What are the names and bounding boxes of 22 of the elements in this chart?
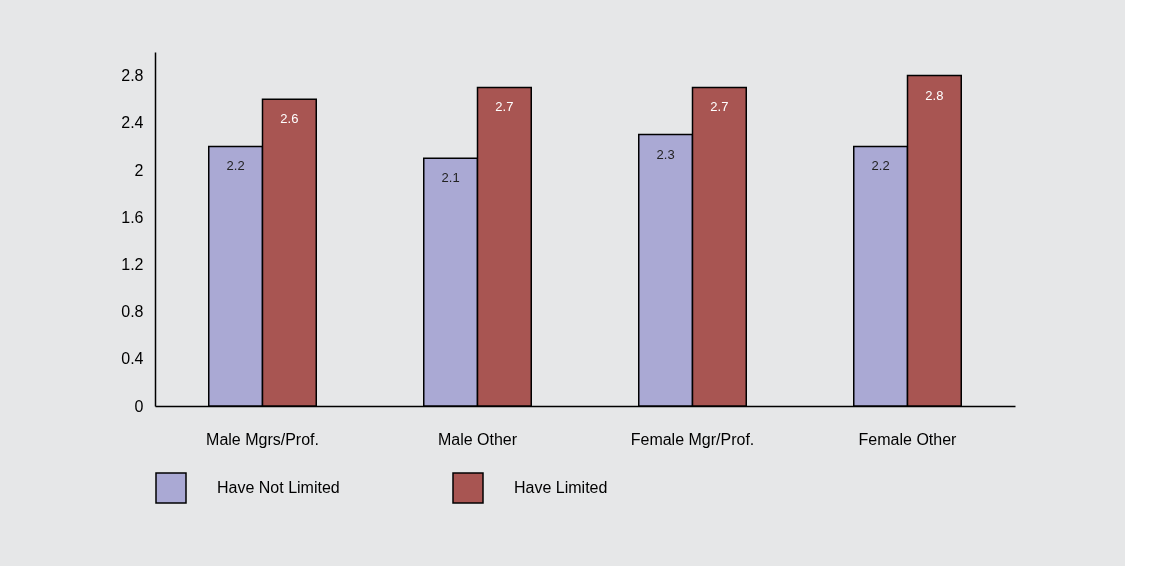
- y-tick-label: 2: [134, 161, 144, 179]
- x-tick-label: Female Other: [858, 430, 958, 448]
- data-label: 2.2: [871, 158, 890, 174]
- y-tick-label: 2.8: [121, 67, 144, 85]
- y-tick-label: 0.4: [121, 350, 144, 368]
- y-tick-label: 0.8: [121, 303, 144, 321]
- legend-label: Have Not Limited: [217, 479, 340, 496]
- x-tick-label: Female Mgr/Prof.: [630, 430, 755, 448]
- data-label: 2.7: [710, 99, 729, 115]
- data-label: 2.3: [656, 146, 675, 162]
- y-tick-label: 1.6: [121, 208, 144, 226]
- y-tick-label: 0: [134, 397, 144, 415]
- y-tick-label: 1.2: [121, 255, 144, 273]
- data-label: 2.8: [925, 87, 944, 103]
- x-tick-label: Male Mgrs/Prof.: [206, 430, 319, 448]
- x-tick-label: Male Other: [437, 430, 518, 448]
- data-label: 2.6: [280, 111, 299, 127]
- legend-label: Have Limited: [514, 479, 608, 496]
- y-tick-label: 2.4: [121, 114, 144, 132]
- data-label: 2.2: [226, 158, 245, 174]
- data-label: 2.1: [441, 170, 460, 186]
- data-label: 2.7: [495, 99, 514, 115]
